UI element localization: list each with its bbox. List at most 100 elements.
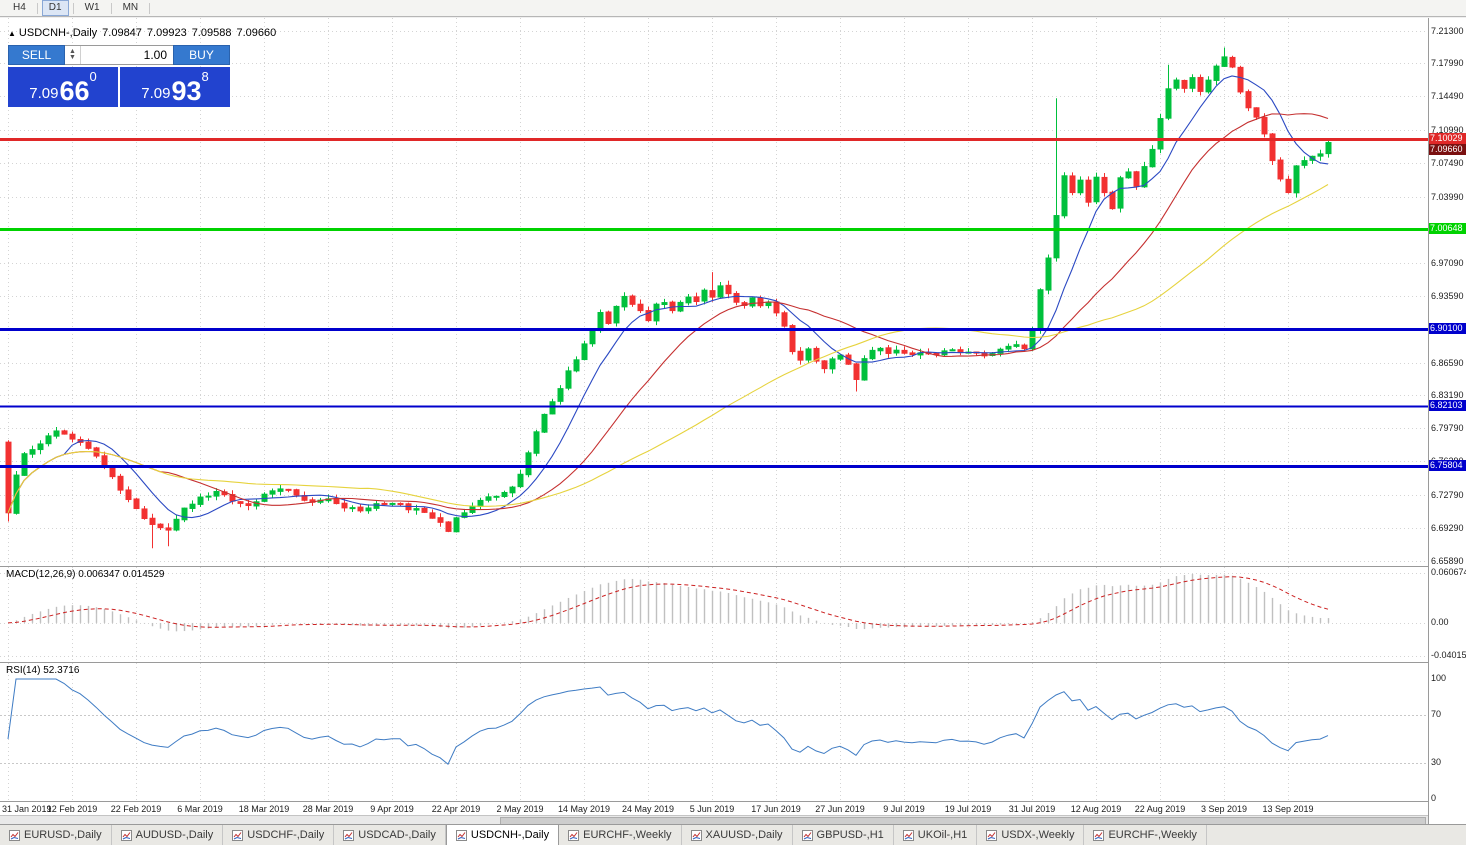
chart-tab-icon [1093,829,1105,841]
chart-tab-label: EURUSD-,Daily [24,829,102,841]
date-axis-label: 28 Mar 2019 [302,804,354,814]
date-axis-label: 22 Apr 2019 [431,804,481,814]
price-axis-label: 6.65890 [1431,555,1464,566]
date-axis-label: 12 Aug 2019 [1070,804,1122,814]
date-axis-label: 3 Sep 2019 [1200,804,1248,814]
level-price-badge: 6.90100 [1429,323,1466,335]
chart-tab-label: USDX-,Weekly [1001,829,1075,841]
rsi-axis-label: 0 [1431,793,1437,803]
volume-down-icon[interactable]: ▼ [69,54,76,61]
chart-symbol-title: USDCNH-,Daily [18,27,98,39]
chart-tab[interactable]: USDCAD-,Daily [334,825,446,845]
volume-up-icon[interactable]: ▲ [69,48,76,55]
chart-tab[interactable]: GBPUSD-,H1 [793,825,894,845]
level-price-badge: 6.82103 [1429,399,1466,411]
chart-tab-icon [455,829,467,841]
chart-tab-icon [9,829,20,841]
price-axis-label: 7.07490 [1431,158,1464,169]
date-axis-label: 31 Jan 2019 [2,804,52,814]
chart-tab-label: AUDUSD-,Daily [135,829,214,841]
price-axis-label: 7.17990 [1431,57,1464,68]
date-axis: 31 Jan 2019 12 Feb 2019 22 Feb 2019 6 Mar 2… [0,801,1428,816]
timeframe-toolbar: H4 D1 W1 MN [0,0,1466,17]
macd-indicator-pane[interactable] [0,566,1428,662]
date-axis-label: 22 Feb 2019 [110,804,162,814]
date-axis-label: 5 Jun 2019 [689,804,735,814]
macd-axis-label: 0.060674 [1431,567,1466,577]
chart-tabs-bar: EURUSD-,Daily AUDUSD-,Daily USDCHF-,Daily U… [0,824,1466,845]
chart-tab-label: USDCNH-,Daily [470,829,550,841]
chart-tab-icon [343,829,355,841]
date-axis-label: 13 Sep 2019 [1262,804,1314,814]
date-axis-label: 14 May 2019 [557,804,611,814]
ohlc-close: 7.09660 [236,27,277,39]
date-axis-label: 2 May 2019 [496,804,544,814]
price-axis-label: 6.79790 [1431,422,1464,433]
chart-tab-icon [120,829,132,841]
price-axis-label: 6.72790 [1431,489,1464,500]
chart-tab-icon [568,829,580,841]
buy-button[interactable]: BUY [173,45,230,65]
price-axis-label: 6.69290 [1431,523,1464,534]
price-axis-label: 7.21300 [1431,26,1464,37]
volume-spinner[interactable]: ▲ ▼ [65,46,81,64]
symbol-marker-icon: ▲ [8,29,16,38]
price-axis-label: 7.10990 [1431,124,1464,135]
macd-axis-label: -0.040152 [1431,650,1466,660]
ohlc-high: 7.09923 [146,27,187,39]
timeframe-button-h4[interactable]: H4 [13,2,26,13]
date-axis-label: 27 Jun 2019 [815,804,865,814]
chart-tab-icon [902,829,914,841]
chart-tab-label: EURCHF-,Weekly [583,829,672,841]
chart-window: 31 Jan 2019 12 Feb 2019 22 Feb 2019 6 Mar 2… [0,18,1466,825]
main-chart-canvas[interactable] [0,18,1428,565]
buy-price-display[interactable]: 7.09 93 8 [120,67,230,107]
date-axis-label: 19 Jul 2019 [944,804,992,814]
chart-tab[interactable]: XAUUSD-,Daily [682,825,793,845]
date-axis-label: 24 May 2019 [621,804,675,814]
toolbar-separator [149,2,151,14]
chart-tab[interactable]: EURCHF-,Weekly [559,825,682,845]
sell-price-display[interactable]: 7.09 66 0 [8,67,118,107]
chart-tab[interactable]: USDCNH-,Daily [445,825,560,845]
price-axis: 7.21300 7.17990 7.14490 7.10990 7.07490 7.039… [1428,18,1466,824]
rsi-indicator-pane[interactable] [0,662,1428,801]
price-axis-label: 7.03990 [1431,191,1464,202]
chart-tab-icon [690,829,702,841]
timeframe-button-d1[interactable]: D1 [41,0,69,16]
chart-tab-label: USDCHF-,Daily [247,829,325,841]
level-price-badge: 6.75804 [1429,459,1466,471]
chart-tab[interactable]: UKOil-,H1 [894,825,978,845]
ohlc-low: 7.09588 [191,27,232,39]
toolbar-separator [36,2,38,14]
chart-tab-icon [986,829,998,841]
date-axis-label: 31 Jul 2019 [1008,804,1056,814]
date-axis-label: 9 Jul 2019 [883,804,925,814]
level-price-badge: 7.10029 [1429,133,1466,144]
chart-tab-label: XAUUSD-,Daily [705,829,783,841]
chart-tab[interactable]: AUDUSD-,Daily [112,825,224,845]
chart-ohlc-header: ▲ USDCNH-,Daily 7.09847 7.09923 7.09588 7.096… [8,27,281,39]
chart-tab[interactable]: USDX-,Weekly [977,825,1085,845]
price-axis-label: 7.14490 [1431,91,1464,102]
volume-input[interactable] [81,46,173,64]
sell-button[interactable]: SELL [8,45,65,65]
chart-tab[interactable]: EURUSD-,Daily [0,825,112,845]
volume-field: ▲ ▼ [65,45,173,65]
toolbar-separator [72,2,74,14]
timeframe-button-w1[interactable]: W1 [84,2,100,13]
timeframe-button-mn[interactable]: MN [122,2,139,13]
rsi-axis-label: 30 [1431,757,1442,767]
chart-tab-icon [232,829,244,841]
date-axis-label: 22 Aug 2019 [1134,804,1186,814]
level-price-badge: 7.00648 [1429,222,1466,234]
macd-canvas[interactable] [0,567,1428,662]
rsi-canvas[interactable] [0,663,1428,801]
chart-tab-label: EURCHF-,Weekly [1108,829,1197,841]
main-chart-pane[interactable] [0,18,1428,565]
chart-tab[interactable]: EURCHF-,Weekly [1084,825,1207,845]
price-axis-label: 6.93590 [1431,291,1464,302]
chart-tab[interactable]: USDCHF-,Daily [223,825,335,845]
